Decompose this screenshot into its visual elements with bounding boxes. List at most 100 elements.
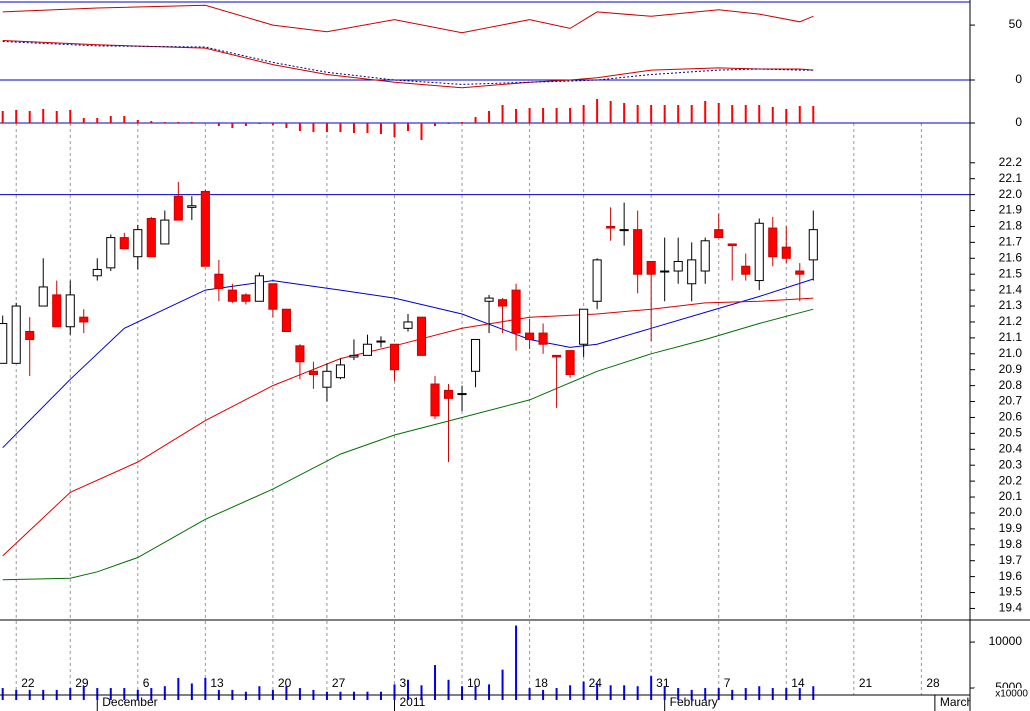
bar xyxy=(663,105,666,123)
candle-body xyxy=(525,332,535,340)
candle-body xyxy=(470,338,481,372)
x-tick-label: 28 xyxy=(926,676,940,690)
candle-body xyxy=(227,289,237,302)
bar xyxy=(366,691,369,700)
line xyxy=(2,308,814,581)
candle-body xyxy=(430,383,440,417)
bar xyxy=(461,686,464,700)
bar xyxy=(596,683,599,700)
line xyxy=(2,4,814,34)
bar xyxy=(461,122,464,123)
candle-body xyxy=(633,229,643,275)
bar xyxy=(177,122,180,123)
bar xyxy=(704,101,707,123)
x-tick-label: 22 xyxy=(21,676,35,690)
bar xyxy=(136,120,139,123)
bar xyxy=(569,685,572,700)
bar xyxy=(812,106,815,123)
bar xyxy=(379,123,382,134)
bar xyxy=(515,625,518,700)
y-tick-label: 19.7 xyxy=(999,553,1023,567)
bar xyxy=(555,688,558,700)
candle-body xyxy=(146,217,156,258)
candle-body xyxy=(92,268,102,277)
right-axis: 50 0 0 22.2 22.1 22.0 21.9 21.8 21.721.6 21.5 21.4… xyxy=(970,17,1028,700)
bar xyxy=(717,103,720,123)
y-tick-label: 21.7 xyxy=(999,235,1023,249)
bar xyxy=(325,123,328,132)
y-tick-label: 21.9 xyxy=(999,203,1023,217)
bar xyxy=(434,123,437,126)
bar xyxy=(474,117,477,123)
bar xyxy=(677,688,680,700)
bar xyxy=(123,116,126,123)
candle-body xyxy=(11,305,21,364)
candle-body xyxy=(362,343,373,356)
bar xyxy=(96,118,99,123)
y-tick-label: 20.9 xyxy=(999,362,1023,376)
candle-body xyxy=(187,205,197,208)
candle-body xyxy=(349,354,359,358)
bar xyxy=(1,111,4,123)
line xyxy=(2,40,814,89)
bar xyxy=(758,686,761,700)
bar xyxy=(650,676,653,700)
line xyxy=(2,278,814,449)
bar xyxy=(717,688,720,700)
candle-body xyxy=(376,340,386,343)
bar xyxy=(285,686,288,700)
candle-body xyxy=(416,316,427,356)
y-tick-label: 21.5 xyxy=(999,266,1023,280)
bar xyxy=(163,122,166,123)
bar xyxy=(488,111,491,123)
bar xyxy=(150,121,153,123)
bar xyxy=(42,109,45,123)
y-tick-label: 19.4 xyxy=(999,601,1023,615)
x-tick-label: 24 xyxy=(589,676,603,690)
x-tick-label: 14 xyxy=(791,676,805,690)
bar xyxy=(785,688,788,700)
line xyxy=(2,297,814,557)
bar xyxy=(82,118,85,123)
bar xyxy=(271,123,274,125)
bar xyxy=(231,123,234,128)
bar xyxy=(569,108,572,123)
bar xyxy=(677,105,680,123)
candle-body xyxy=(498,299,508,307)
bar xyxy=(352,691,355,700)
y-tick-label: 20.7 xyxy=(999,394,1023,408)
bar xyxy=(663,686,666,700)
x-tick-label: 7 xyxy=(724,676,731,690)
bar xyxy=(555,108,558,123)
bar xyxy=(69,110,72,123)
y-tick-label: 21.8 xyxy=(999,219,1023,233)
bar xyxy=(731,105,734,123)
month-label: 2011 xyxy=(399,695,425,709)
bar xyxy=(109,116,112,123)
y-tick-label: 20.3 xyxy=(999,457,1023,471)
y-tick-label: 22.1 xyxy=(999,171,1023,185)
bar xyxy=(515,109,518,123)
candle-body xyxy=(389,343,400,371)
candle-body xyxy=(660,270,670,273)
candle-body xyxy=(119,237,129,250)
bar xyxy=(609,685,612,700)
month-label: February xyxy=(670,695,718,709)
line xyxy=(2,41,814,85)
candle-body xyxy=(322,370,332,388)
y-tick-label: 20.8 xyxy=(999,378,1023,392)
bar xyxy=(190,683,193,700)
candle-body xyxy=(457,393,467,396)
bar xyxy=(542,108,545,123)
bar xyxy=(15,110,18,123)
plot-area: 22 29 6 13 20 27 3 10 18 24 31 7 14 21 28 December 2011 F… xyxy=(0,4,970,711)
bar xyxy=(785,109,788,123)
y-tick-label: 20.5 xyxy=(999,426,1023,440)
bar xyxy=(244,691,247,700)
bar xyxy=(352,123,355,133)
candle-body xyxy=(214,273,224,290)
bar xyxy=(379,691,382,700)
bar xyxy=(123,688,126,700)
candle-body xyxy=(65,294,75,328)
